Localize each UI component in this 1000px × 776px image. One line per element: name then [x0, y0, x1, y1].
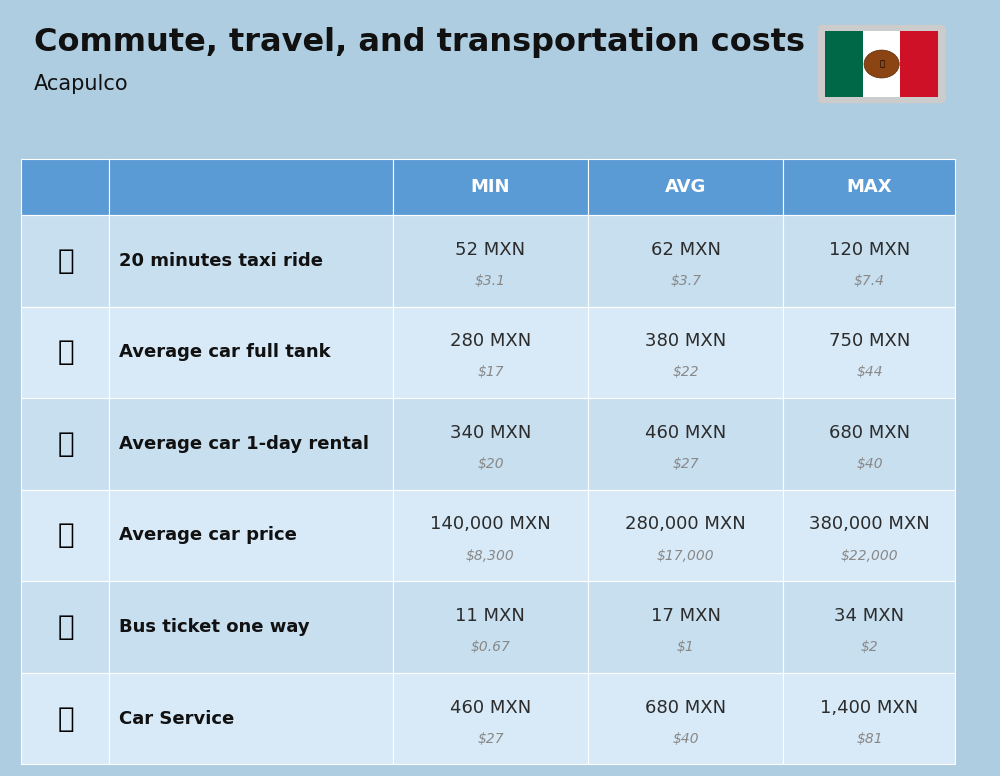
Text: $7.4: $7.4 — [854, 274, 885, 288]
Text: $40: $40 — [672, 732, 699, 746]
Text: Acapulco: Acapulco — [34, 74, 129, 94]
Text: 380 MXN: 380 MXN — [645, 332, 726, 350]
Bar — [109, 490, 393, 581]
Text: AVG: AVG — [665, 178, 706, 196]
Text: $22: $22 — [672, 365, 699, 379]
Text: $40: $40 — [856, 457, 883, 471]
Bar — [109, 581, 393, 673]
Bar — [783, 307, 955, 398]
Text: 11 MXN: 11 MXN — [455, 607, 525, 625]
Bar — [393, 490, 588, 581]
Text: 🚗: 🚗 — [57, 521, 74, 549]
Bar — [21, 398, 109, 490]
Bar — [588, 673, 783, 764]
Bar — [21, 673, 109, 764]
Text: 🚕: 🚕 — [57, 247, 74, 275]
Bar — [393, 215, 588, 307]
Text: 🚙: 🚙 — [57, 430, 74, 458]
Text: $1: $1 — [677, 640, 695, 654]
Bar — [21, 581, 109, 673]
Text: ⛽: ⛽ — [57, 338, 74, 366]
Bar — [393, 581, 588, 673]
Text: 340 MXN: 340 MXN — [450, 424, 531, 442]
Text: $8,300: $8,300 — [466, 549, 515, 563]
Text: 120 MXN: 120 MXN — [829, 241, 910, 258]
Text: MAX: MAX — [847, 178, 892, 196]
Bar — [783, 215, 955, 307]
Bar — [783, 159, 955, 215]
Text: 680 MXN: 680 MXN — [645, 698, 726, 716]
Bar — [393, 673, 588, 764]
Text: $17,000: $17,000 — [657, 549, 715, 563]
Bar — [783, 490, 955, 581]
Bar — [393, 159, 588, 215]
Text: 280,000 MXN: 280,000 MXN — [625, 515, 746, 533]
Text: $2: $2 — [861, 640, 878, 654]
Bar — [21, 159, 109, 215]
Bar — [393, 307, 588, 398]
Text: Average car full tank: Average car full tank — [119, 343, 331, 362]
Text: 20 minutes taxi ride: 20 minutes taxi ride — [119, 251, 323, 270]
Bar — [783, 398, 955, 490]
Text: 380,000 MXN: 380,000 MXN — [809, 515, 930, 533]
Bar — [588, 398, 783, 490]
Text: 🔧: 🔧 — [57, 705, 74, 733]
Text: $81: $81 — [856, 732, 883, 746]
Bar — [588, 581, 783, 673]
Text: MIN: MIN — [471, 178, 510, 196]
Bar — [21, 490, 109, 581]
Bar — [783, 581, 955, 673]
FancyBboxPatch shape — [818, 25, 946, 103]
Circle shape — [864, 50, 899, 78]
Text: 🦅: 🦅 — [879, 60, 884, 68]
Bar — [825, 31, 863, 97]
Text: 140,000 MXN: 140,000 MXN — [430, 515, 551, 533]
Bar — [588, 159, 783, 215]
Text: 750 MXN: 750 MXN — [829, 332, 910, 350]
Text: Commute, travel, and transportation costs: Commute, travel, and transportation cost… — [34, 27, 805, 58]
Bar — [863, 31, 900, 97]
Bar — [109, 307, 393, 398]
Text: $22,000: $22,000 — [841, 549, 898, 563]
Text: $3.7: $3.7 — [670, 274, 701, 288]
Text: 34 MXN: 34 MXN — [834, 607, 904, 625]
Text: $27: $27 — [477, 732, 504, 746]
Bar — [588, 215, 783, 307]
Text: $44: $44 — [856, 365, 883, 379]
Bar — [783, 673, 955, 764]
Text: 280 MXN: 280 MXN — [450, 332, 531, 350]
Text: 52 MXN: 52 MXN — [455, 241, 525, 258]
Text: $3.1: $3.1 — [475, 274, 506, 288]
Bar — [588, 307, 783, 398]
Text: $20: $20 — [477, 457, 504, 471]
Bar — [393, 398, 588, 490]
Text: Average car price: Average car price — [119, 526, 297, 545]
Bar — [21, 215, 109, 307]
Bar — [588, 490, 783, 581]
Text: Car Service: Car Service — [119, 709, 234, 728]
Text: $27: $27 — [672, 457, 699, 471]
Text: 62 MXN: 62 MXN — [651, 241, 721, 258]
Text: 🚌: 🚌 — [57, 613, 74, 641]
Bar — [109, 398, 393, 490]
Text: 680 MXN: 680 MXN — [829, 424, 910, 442]
Bar — [109, 159, 393, 215]
Text: 1,400 MXN: 1,400 MXN — [820, 698, 919, 716]
Bar — [109, 673, 393, 764]
Text: 460 MXN: 460 MXN — [645, 424, 726, 442]
Text: $17: $17 — [477, 365, 504, 379]
Text: $0.67: $0.67 — [470, 640, 510, 654]
Bar — [109, 215, 393, 307]
Bar — [900, 31, 938, 97]
Text: 460 MXN: 460 MXN — [450, 698, 531, 716]
Text: Average car 1-day rental: Average car 1-day rental — [119, 435, 369, 453]
Text: 17 MXN: 17 MXN — [651, 607, 721, 625]
Text: Bus ticket one way: Bus ticket one way — [119, 618, 310, 636]
Bar — [21, 307, 109, 398]
